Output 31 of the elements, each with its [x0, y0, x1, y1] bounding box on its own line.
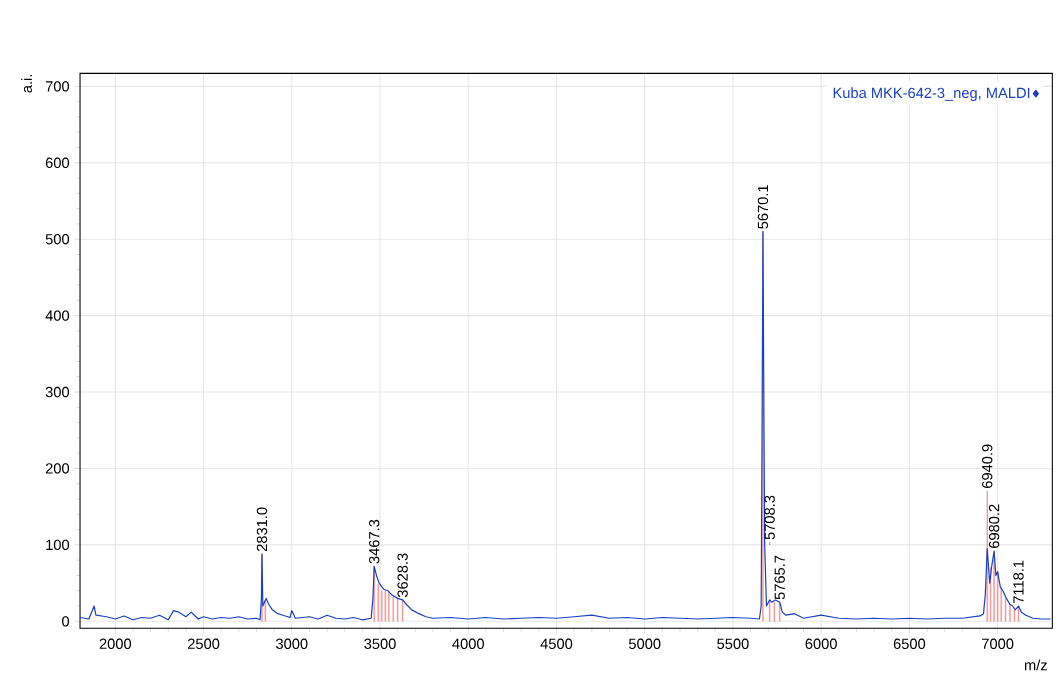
x-tick-label: 5500	[717, 638, 749, 650]
x-tick-label: 5000	[628, 638, 661, 650]
legend-label: Kuba MKK-642-3_neg, MALDI	[833, 87, 1030, 102]
annotation: 3467.3	[369, 519, 380, 564]
y-tick-label: 600	[45, 157, 70, 169]
x-tick-label: 6500	[893, 638, 926, 650]
x-tick-label: 6000	[805, 638, 837, 650]
y-tick-label: 0	[62, 616, 70, 627]
annotation: 3628.3	[397, 553, 408, 598]
y-tick-label: 200	[45, 463, 70, 474]
x-axis-title: m/z	[1024, 659, 1047, 671]
x-tick-label: 7000	[982, 638, 1014, 650]
annotation: 2831.0	[256, 507, 268, 552]
x-tick-label: 2500	[187, 638, 220, 650]
annotation: 5708.3	[764, 495, 775, 540]
x-tick-label: 2000	[99, 638, 132, 650]
annotation: 6940.9	[982, 444, 993, 489]
x-tick-label: 4500	[540, 638, 573, 650]
annotation: 6980.2	[988, 504, 1000, 549]
y-tick-label: 700	[45, 81, 70, 92]
annotation: 7118.1	[1013, 560, 1024, 604]
y-tick-label: 400	[45, 310, 70, 321]
y-tick-label: 500	[45, 234, 70, 245]
annotation: 5670.1	[757, 185, 769, 229]
x-tick-label: 4000	[452, 638, 484, 650]
y-tick-label: 300	[45, 386, 70, 398]
x-tick-label: 3000	[276, 638, 308, 650]
annotation: 5765.7	[774, 555, 785, 600]
x-tick-label: 3500	[364, 638, 396, 650]
y-tick-label: 100	[46, 539, 70, 551]
y-axis-title: a.i.	[21, 75, 32, 93]
